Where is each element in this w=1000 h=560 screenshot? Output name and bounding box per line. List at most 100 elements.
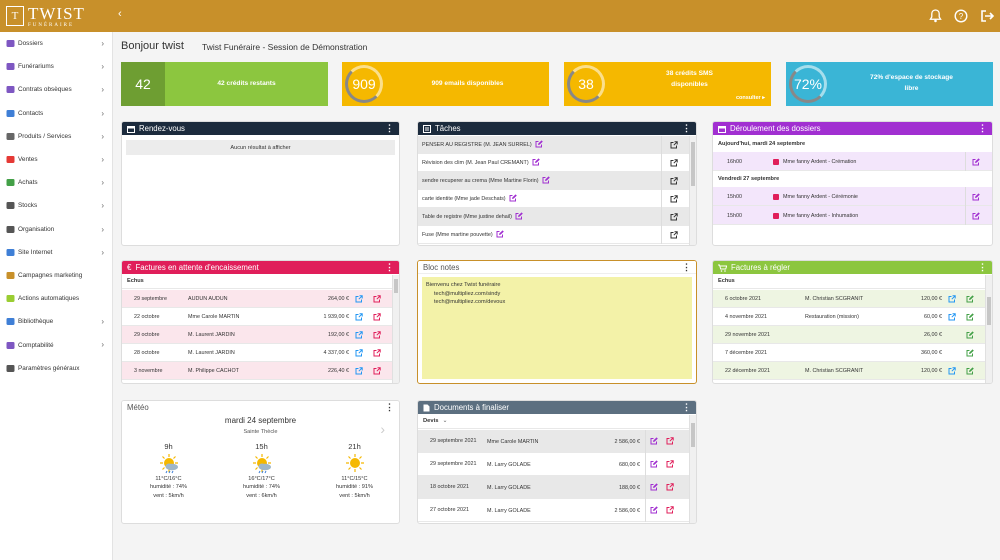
document-open-icon[interactable] [665,436,674,445]
task-edit-icon[interactable] [515,211,524,220]
task-open-icon[interactable] [669,176,678,185]
deroulement-row[interactable]: 15h00 Mme fanny Ardent - Cérémonie [713,187,992,206]
invoice-open-icon[interactable] [354,348,363,357]
sidebar-item-globe[interactable]: Site Internet › [0,241,112,264]
invoice-open-icon[interactable] [354,366,363,375]
invoice-pay-icon[interactable] [372,366,381,375]
sidebar-item-cart[interactable]: Achats › [0,171,112,194]
bell-icon[interactable] [927,8,943,24]
bills-menu-kebab-icon[interactable]: ⋮ [978,262,987,272]
weather-menu-kebab-icon[interactable]: ⋮ [385,402,394,412]
sidebar-item-euro[interactable]: Ventes › [0,148,112,171]
collapse-menu-chevron-icon[interactable]: ‹ [118,8,122,20]
task-row[interactable]: Fuse (Mme martine pouvette) [418,226,690,244]
weather-next-chevron-icon[interactable]: › [380,421,385,437]
document-edit-icon[interactable] [649,459,658,468]
task-edit-icon[interactable] [532,157,541,166]
bill-row[interactable]: 22 décembre 2021 M. Christian SCGRANIT 120… [713,362,986,380]
bill-row[interactable]: 29 novembre 2021 26,00 € [713,326,986,344]
sidebar-item-book[interactable]: Bibliothèque › [0,310,112,333]
unpaid-invoices-menu-kebab-icon[interactable]: ⋮ [385,262,394,272]
document-open-icon[interactable] [665,459,674,468]
document-row[interactable]: 29 septembre 2021 M. Larry GOLADE 680,00 € [418,453,690,476]
sidebar-item-bed[interactable]: Funérariums › [0,55,112,78]
unpaid-invoice-row[interactable]: 29 octobre M. Laurent JARDIN 192,00 € [122,326,393,344]
deroulement-edit-icon[interactable] [971,157,980,166]
sidebar-item-bolt[interactable]: Actions automatiques [0,287,112,310]
bill-edit-icon[interactable] [965,294,974,303]
sidebar-item-user[interactable]: Contacts › [0,102,112,125]
bill-edit-icon[interactable] [965,312,974,321]
documents-scrollbar[interactable] [689,415,696,523]
task-row[interactable]: Révision des clim (M. Jean Paul CREMANT) [418,154,690,172]
task-edit-icon[interactable] [535,139,544,148]
tasks-menu-kebab-icon[interactable]: ⋮ [682,123,691,133]
document-edit-icon[interactable] [649,505,658,514]
unpaid-invoice-row[interactable]: 28 octobre M. Laurent JARDIN 4 337,00 € [122,344,393,362]
task-row[interactable]: PENSER AU REGISTRE (M. JEAN SURREL) [418,136,690,154]
unpaid-scrollbar[interactable] [392,275,399,383]
invoice-pay-icon[interactable] [372,294,381,303]
bill-row[interactable]: 4 novembre 2021 Restauration (mission) 60,… [713,308,986,326]
sms-tile[interactable]: 38 38 crédits SMS disponibles consulter … [564,62,771,106]
document-edit-icon[interactable] [649,436,658,445]
sidebar-item-gear[interactable]: Paramètres généraux [0,357,112,380]
bill-row[interactable]: 6 octobre 2021 M. Christian SCGRANIT 120,0… [713,290,986,308]
deroulement-row[interactable]: 15h00 Mme fanny Ardent - Inhumation [713,206,992,225]
task-open-icon[interactable] [669,140,678,149]
task-edit-icon[interactable] [509,193,518,202]
task-open-icon[interactable] [669,158,678,167]
sidebar-item-barcode[interactable]: Produits / Services › [0,125,112,148]
task-open-icon[interactable] [669,194,678,203]
documents-menu-kebab-icon[interactable]: ⋮ [682,402,691,412]
unpaid-invoice-row[interactable]: 3 novembre M. Philippe CACHOT 226,40 € [122,362,393,380]
deroulement-row[interactable]: 16h00 Mme fanny Ardent - Crémation [713,152,992,171]
task-row[interactable]: sendre recuperer au crema (Mme Martine F… [418,172,690,190]
task-row[interactable]: carte identite (Mme jade Deschats) [418,190,690,208]
storage-tile[interactable]: 72% 72% d'espace de stockage libre [786,62,993,106]
document-row[interactable]: 18 octobre 2021 M. Larry GOLADE 188,00 € [418,476,690,499]
task-row[interactable]: Table de registre (Mme justine dehail) [418,208,690,226]
document-edit-icon[interactable] [649,482,658,491]
unpaid-invoice-row[interactable]: 29 septembre AUDUN AUDUN 264,00 € [122,290,393,308]
task-open-icon[interactable] [669,212,678,221]
notes-textarea[interactable]: Bienvenu chez Twist funéraire tech@multip… [422,277,692,379]
notes-menu-kebab-icon[interactable]: ⋮ [682,262,691,272]
task-edit-icon[interactable] [496,229,505,238]
twist-logo[interactable]: T TWIST FUNÉRAIRE [6,5,85,28]
sidebar-item-folder[interactable]: Dossiers › [0,32,112,55]
deroulement-menu-kebab-icon[interactable]: ⋮ [978,123,987,133]
unpaid-invoice-row[interactable]: 22 octobre Mme Carole MARTIN 1 939,00 € [122,308,393,326]
invoice-open-icon[interactable] [354,294,363,303]
invoice-open-icon[interactable] [354,312,363,321]
bill-open-icon[interactable] [947,294,956,303]
credits-tile[interactable]: 42 42 crédits restants [121,62,328,106]
bill-edit-icon[interactable] [965,366,974,375]
invoice-open-icon[interactable] [354,330,363,339]
bill-open-icon[interactable] [947,312,956,321]
document-open-icon[interactable] [665,482,674,491]
logout-icon[interactable] [979,8,995,24]
deroulement-edit-icon[interactable] [971,211,980,220]
rdv-menu-kebab-icon[interactable]: ⋮ [385,123,394,133]
sidebar-item-contract[interactable]: Contrats obsèques › [0,78,112,101]
task-open-icon[interactable] [669,230,678,239]
sidebar-item-calendar[interactable]: Organisation › [0,218,112,241]
documents-filter-select[interactable]: Devis ⌄ [418,414,696,429]
deroulement-edit-icon[interactable] [971,192,980,201]
invoice-pay-icon[interactable] [372,312,381,321]
bill-open-icon[interactable] [947,366,956,375]
sidebar-item-cubes[interactable]: Stocks › [0,194,112,217]
help-icon[interactable]: ? [953,8,969,24]
bill-edit-icon[interactable] [965,330,974,339]
bill-row[interactable]: 7 décembre 2021 360,00 € [713,344,986,362]
bills-scrollbar[interactable] [985,275,992,383]
bill-edit-icon[interactable] [965,348,974,357]
sidebar-item-megaphone[interactable]: Campagnes marketing [0,264,112,287]
emails-tile[interactable]: 909 909 emails disponibles [342,62,549,106]
document-row[interactable]: 29 septembre 2021 Mme Carole MARTIN 2 586,… [418,430,690,453]
document-open-icon[interactable] [665,505,674,514]
tasks-scrollbar[interactable] [689,136,696,245]
task-edit-icon[interactable] [542,175,551,184]
sidebar-item-scale[interactable]: Comptabilité › [0,333,112,356]
